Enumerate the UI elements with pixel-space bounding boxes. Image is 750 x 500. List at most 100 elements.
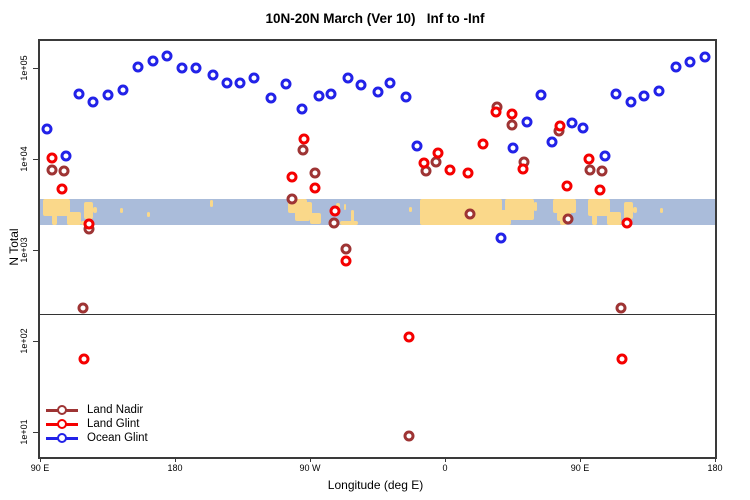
ocean_glint-point <box>221 77 233 89</box>
x-tick-mark <box>714 457 716 462</box>
x-tick-label: 90 E <box>570 463 590 473</box>
land_glint-point <box>517 163 529 175</box>
ocean_glint-point <box>599 150 611 162</box>
ocean_glint-point <box>234 77 246 89</box>
legend-circle-icon <box>57 433 67 443</box>
ocean_glint-point <box>280 78 292 90</box>
land_nadir-point <box>596 165 608 177</box>
ocean_glint-point <box>566 117 578 129</box>
land_nadir-point <box>584 164 596 176</box>
legend-label: Ocean Glint <box>87 432 148 444</box>
x-tick-label: 90 W <box>299 463 321 473</box>
ocean_glint-point <box>355 79 367 91</box>
ocean_glint-point <box>411 140 423 152</box>
ocean_glint-legend-marker <box>44 432 80 444</box>
land_nadir-point <box>403 430 415 442</box>
y-tick-label: 1e+02 <box>19 328 29 354</box>
land_glint-point <box>477 138 489 150</box>
land-patch <box>119 208 123 214</box>
legend-item: Land Glint <box>44 417 148 431</box>
y-tick-mark <box>33 340 38 342</box>
land-patch <box>623 201 633 219</box>
ocean_glint-point <box>342 72 353 84</box>
land_nadir-point <box>77 302 89 314</box>
land-patch <box>67 212 81 226</box>
land_glint-point <box>56 183 68 195</box>
land_glint-point <box>506 108 518 120</box>
ocean_glint-point <box>653 85 665 97</box>
legend-circle-icon <box>57 405 67 415</box>
land_glint-point <box>83 218 95 230</box>
ocean_glint-point <box>207 69 219 81</box>
x-tick-label: 0 <box>442 463 448 473</box>
land-patch <box>310 213 321 224</box>
y-tick-mark <box>33 158 38 160</box>
ocean_glint-point <box>147 55 158 67</box>
land-patch <box>209 200 213 207</box>
ocean_glint-point <box>296 103 308 115</box>
legend-label: Land Glint <box>87 418 140 430</box>
ocean_glint-point <box>577 122 589 134</box>
land_glint-point <box>418 157 430 169</box>
ocean_glint-point <box>535 89 547 101</box>
ocean_glint-point <box>73 88 85 100</box>
ocean_glint-point <box>102 89 114 101</box>
land-patch <box>340 221 358 226</box>
y-tick-mark <box>33 249 38 251</box>
x-axis-label: Longitude (deg E) <box>327 478 424 492</box>
land-patch <box>306 201 313 215</box>
land-patch <box>505 199 534 221</box>
land_glint-point <box>490 106 502 118</box>
y-tick-mark <box>33 67 38 69</box>
land_glint-point <box>298 133 310 145</box>
x-tick-label: 180 <box>167 463 183 473</box>
land_glint-point <box>554 120 566 132</box>
land-patch <box>343 204 346 210</box>
land-patch <box>659 208 663 214</box>
land-patch <box>587 199 610 217</box>
land_nadir-point <box>506 119 518 131</box>
land-patch <box>592 213 597 226</box>
land_nadir-point <box>562 213 574 225</box>
land-patch <box>83 201 93 219</box>
ocean_glint-point <box>625 96 637 108</box>
land_glint-point <box>329 205 341 217</box>
x-tick-mark <box>579 457 581 462</box>
land_nadir-point <box>297 144 309 156</box>
ocean_glint-point <box>132 61 144 73</box>
land_glint-point <box>432 147 444 159</box>
land-patch <box>419 199 502 226</box>
land_glint-point <box>594 184 606 196</box>
land_nadir-point <box>615 302 627 314</box>
ocean_glint-point <box>638 90 650 102</box>
land-patch <box>351 209 354 223</box>
y-tick-label: 1e+03 <box>19 237 29 263</box>
x-tick-mark <box>309 457 311 462</box>
ocean_glint-point <box>60 150 72 162</box>
land-patch <box>146 212 150 218</box>
land-patch <box>607 212 621 226</box>
land_glint-point <box>444 164 456 176</box>
ocean_glint-point <box>384 77 396 89</box>
land_glint-point <box>403 331 415 343</box>
ocean_glint-point <box>684 56 696 68</box>
legend-label: Land Nadir <box>87 404 144 416</box>
land-patch <box>92 206 97 214</box>
land-patch <box>52 213 57 226</box>
y-tick-label: 1e+01 <box>19 419 29 445</box>
land_nadir-point <box>464 208 476 220</box>
plot-area: Land Nadir Land Glint Ocean Glint <box>38 39 717 459</box>
land_nadir-point <box>58 165 70 177</box>
land_glint-point <box>78 353 90 365</box>
ocean_glint-point <box>372 86 383 98</box>
ocean_glint-point <box>400 91 412 103</box>
ocean_glint-point <box>507 142 519 154</box>
land_glint-point <box>309 182 321 194</box>
land_nadir-point <box>309 167 321 179</box>
ocean_glint-point <box>495 232 507 244</box>
land_glint-point <box>46 152 58 164</box>
land_glint-point <box>286 171 298 183</box>
land_glint-legend-marker <box>44 418 80 430</box>
y-tick-mark <box>33 431 38 433</box>
